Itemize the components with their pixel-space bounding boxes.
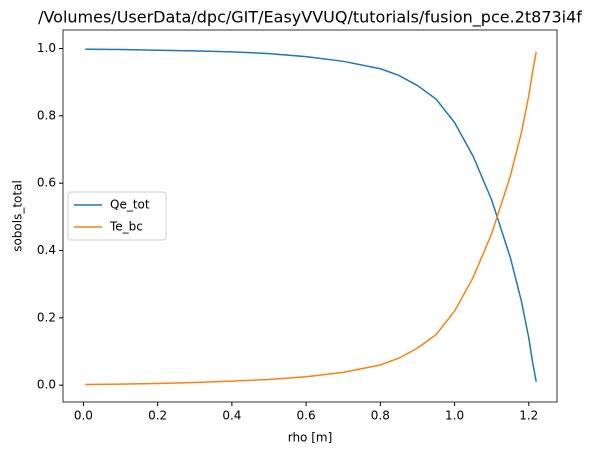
x-tick-label: 0.8 xyxy=(371,409,390,423)
chart-title: /Volumes/UserData/dpc/GIT/EasyVVUQ/tutor… xyxy=(38,8,582,28)
x-tick-label: 0.4 xyxy=(222,409,241,423)
axes-frame xyxy=(62,29,558,403)
x-axis-label: rho [m] xyxy=(288,431,333,445)
y-tick-label: 1.0 xyxy=(37,41,56,55)
y-tick-label: 0.6 xyxy=(37,176,56,190)
x-tick-label: 0.2 xyxy=(148,409,167,423)
legend-label: Te_bc xyxy=(109,220,143,234)
y-tick-label: 0.4 xyxy=(37,243,56,257)
legend-box xyxy=(67,191,167,241)
line-series xyxy=(85,48,537,382)
x-tick-label: 1.0 xyxy=(445,409,464,423)
y-tick-label: 0.2 xyxy=(37,310,56,324)
x-tick-label: 0.6 xyxy=(297,409,316,423)
y-tick-label: 0.0 xyxy=(37,378,56,392)
y-axis-label: sobols_total xyxy=(11,180,25,252)
line-series xyxy=(85,51,537,386)
y-tick-label: 0.8 xyxy=(37,108,56,122)
legend-label: Qe_tot xyxy=(110,198,150,212)
x-tick-label: 0.0 xyxy=(74,409,93,423)
x-tick-label: 1.2 xyxy=(519,409,538,423)
